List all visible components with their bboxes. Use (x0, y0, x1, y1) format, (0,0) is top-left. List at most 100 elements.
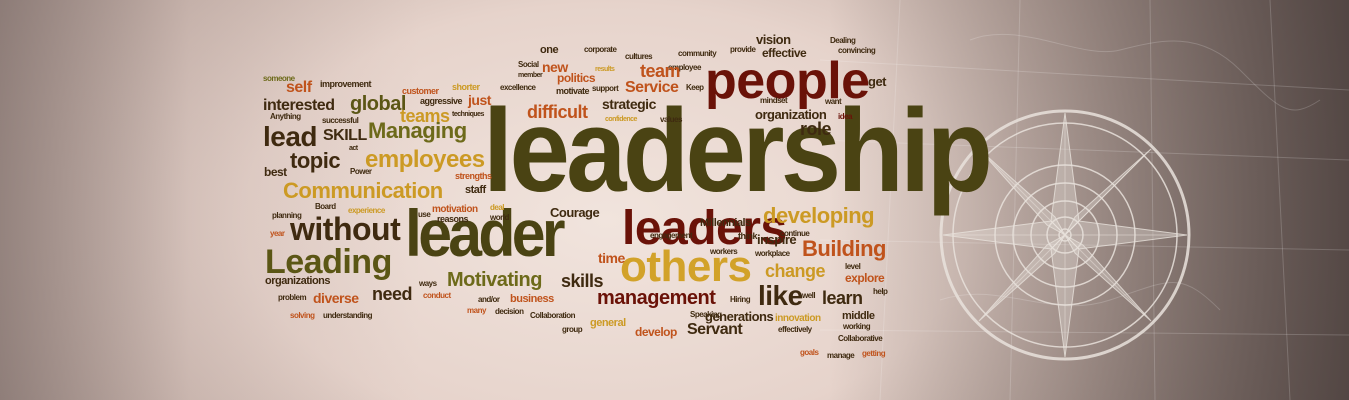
cloud-word: community (678, 49, 717, 58)
cloud-word: Speaking (690, 310, 722, 319)
cloud-word: self (286, 79, 312, 96)
cloud-word: corporate (584, 45, 617, 54)
cloud-word: group (562, 325, 583, 334)
cloud-word: mindset (760, 96, 788, 105)
cloud-word: employee (668, 63, 701, 72)
cloud-word: one (540, 44, 559, 56)
cloud-word: need (372, 284, 413, 304)
cloud-word: results (595, 66, 615, 73)
cloud-word: Building (802, 236, 886, 261)
cloud-word: use (418, 210, 431, 219)
cloud-word: Service (625, 79, 679, 96)
cloud-word: decision (495, 307, 524, 316)
cloud-word: innovation (775, 313, 821, 324)
cloud-word: organization (755, 107, 827, 122)
cloud-word: Courage (550, 205, 600, 220)
cloud-word: problem (278, 293, 307, 302)
cloud-word: best (264, 165, 287, 179)
cloud-word: Board (315, 202, 336, 211)
cloud-word: and/or (478, 295, 500, 304)
cloud-word: idea (838, 112, 853, 121)
cloud-word: successful (322, 116, 359, 125)
cloud-word: confidence (605, 116, 637, 123)
cloud-word: teams (400, 106, 450, 126)
cloud-word: develop (635, 325, 677, 339)
cloud-word: cultures (625, 52, 653, 61)
cloud-word: others (620, 242, 752, 291)
cloud-word: workplace (755, 249, 790, 258)
cloud-word: effective (762, 46, 807, 60)
cloud-word: well (802, 291, 816, 300)
cloud-word: middle (842, 310, 875, 322)
cloud-word: working (843, 322, 871, 331)
cloud-word: business (510, 293, 554, 305)
cloud-word: ways (419, 279, 437, 288)
cloud-word: diverse (313, 290, 359, 306)
cloud-word: convincing (838, 46, 876, 55)
cloud-word: conduct (423, 291, 451, 300)
cloud-word: solving (290, 311, 315, 320)
cloud-word: learn (822, 288, 863, 308)
cloud-word: interested (263, 97, 335, 114)
cloud-word: Dealing (830, 36, 856, 45)
cloud-word: staff (465, 184, 486, 196)
cloud-word: act (349, 145, 358, 152)
cloud-word: just (468, 92, 491, 108)
cloud-word: leadership (483, 85, 993, 217)
cloud-word: team (640, 61, 681, 81)
cloud-word: management (597, 287, 716, 309)
cloud-word: general (590, 317, 626, 329)
cloud-word: Communication (283, 178, 443, 203)
cloud-word: member (518, 72, 543, 79)
cloud-word: developing (763, 203, 875, 228)
cloud-word: SKILL (323, 127, 367, 144)
cloud-word: Anything (270, 112, 301, 121)
cloud-word: generations (705, 309, 774, 324)
right-vignette (829, 0, 1349, 400)
cloud-word: aggressive (420, 96, 463, 106)
cloud-word: role (800, 119, 832, 139)
cloud-word: techniques (452, 111, 484, 118)
cloud-word: lead (263, 121, 318, 152)
cloud-word: Keep (686, 83, 704, 92)
cloud-word: getting (862, 349, 886, 358)
cloud-word: strategic (602, 96, 656, 112)
cloud-word: workers (710, 247, 738, 256)
cloud-word: organizations (265, 275, 331, 287)
cloud-word: Collaborative (838, 334, 883, 343)
cloud-word: Social (518, 60, 539, 69)
cloud-word: want (825, 97, 842, 106)
cloud-word: motivation (432, 204, 478, 215)
cloud-word: Servant (687, 321, 743, 338)
cloud-word: Hiring (730, 295, 751, 304)
cloud-word: leader (405, 196, 566, 270)
cloud-word: effectively (778, 325, 812, 334)
cloud-word: people (705, 52, 870, 110)
cloud-word: global (350, 93, 406, 115)
cloud-word: motivate (556, 86, 590, 96)
cloud-word: Millennials (700, 217, 751, 229)
cloud-word: values (660, 115, 682, 124)
cloud-word: planning (272, 211, 302, 220)
cloud-word: continue (780, 229, 810, 238)
cloud-word: customer (402, 86, 439, 96)
left-vignette (0, 0, 420, 400)
cloud-word: time (598, 250, 625, 266)
cloud-word: support (592, 84, 619, 93)
cloud-word: difficult (527, 102, 588, 122)
cloud-word: engagement (650, 231, 693, 240)
cloud-word: year (270, 229, 285, 238)
cloud-word: think (738, 231, 758, 241)
cloud-word: inspire (757, 232, 797, 247)
cloud-word: world (490, 213, 509, 222)
cloud-word: reasons (437, 214, 469, 224)
cloud-word: employees (365, 146, 485, 173)
cloud-word: Power (350, 167, 372, 176)
cloud-word: manage (827, 351, 855, 360)
compass-rose-icon (939, 109, 1191, 361)
cloud-word: without (290, 211, 401, 247)
cloud-word: politics (557, 71, 596, 85)
cloud-word: Motivating (447, 269, 543, 291)
cloud-word: new (542, 59, 568, 75)
